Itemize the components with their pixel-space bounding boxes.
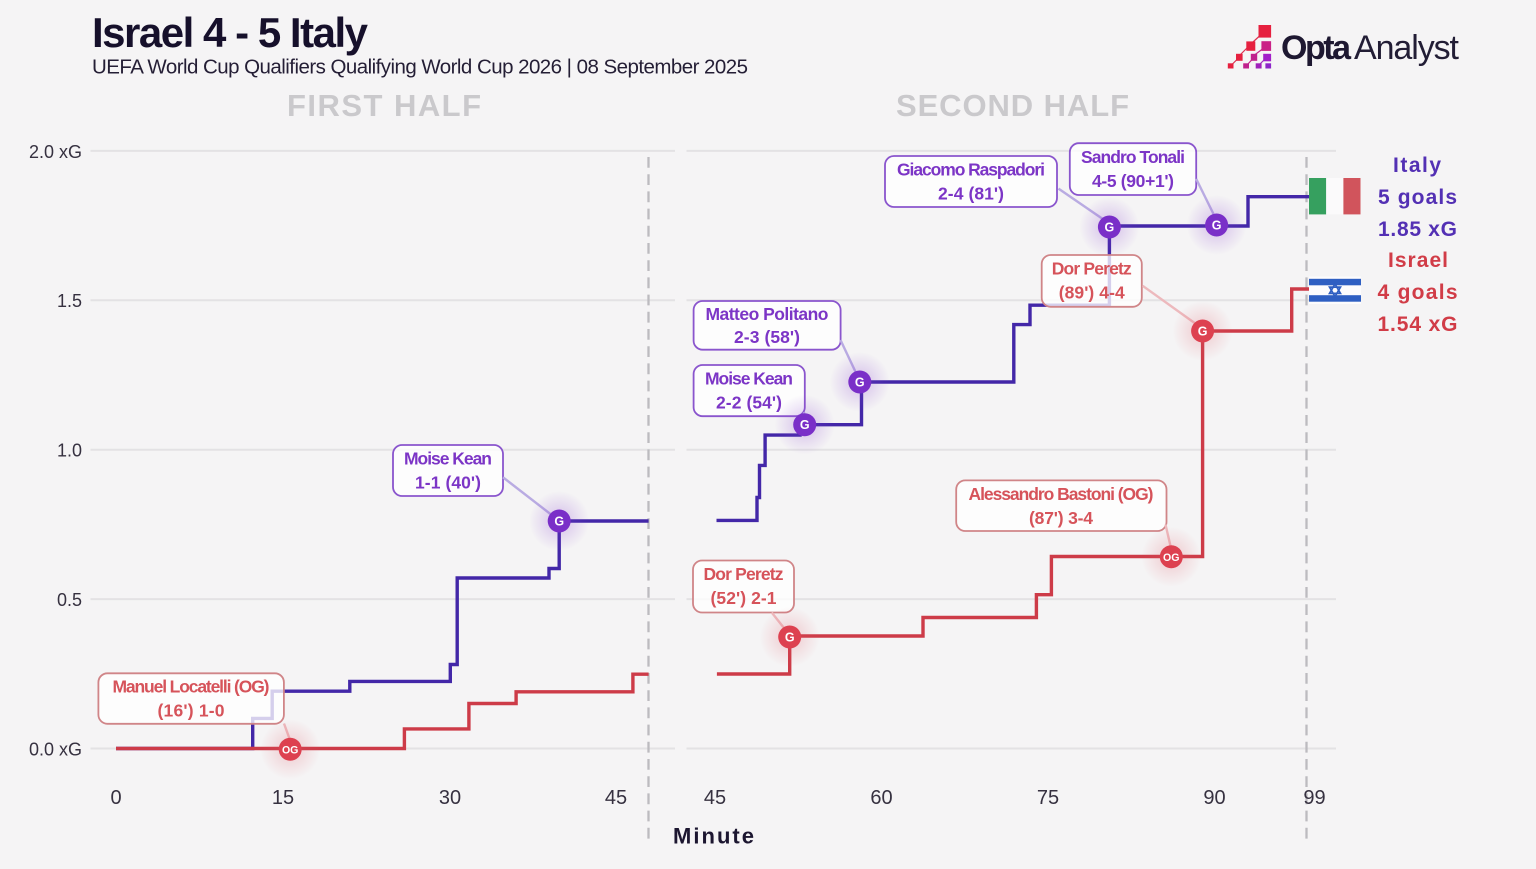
svg-text:15: 15 <box>272 787 294 809</box>
svg-text:(87') 3-4: (87') 3-4 <box>1029 508 1093 528</box>
svg-text:4 goals: 4 goals <box>1378 281 1458 304</box>
svg-text:G: G <box>1105 221 1115 235</box>
svg-text:1.85 xG: 1.85 xG <box>1378 218 1457 241</box>
svg-text:Opta: Opta <box>1281 29 1352 67</box>
svg-text:G: G <box>800 418 810 432</box>
svg-text:(52') 2-1: (52') 2-1 <box>711 588 777 608</box>
svg-text:4-5 (90+1'): 4-5 (90+1') <box>1092 171 1174 191</box>
svg-text:Dor Peretz: Dor Peretz <box>1052 259 1132 279</box>
svg-text:G: G <box>1212 219 1222 233</box>
svg-text:60: 60 <box>870 787 892 809</box>
svg-text:G: G <box>1198 325 1208 339</box>
svg-text:OG: OG <box>1163 552 1180 564</box>
svg-text:99: 99 <box>1303 787 1325 809</box>
svg-text:Israel 4 - 5 Italy: Israel 4 - 5 Italy <box>92 9 369 56</box>
svg-text:0: 0 <box>110 787 121 809</box>
svg-text:Giacomo Raspadori: Giacomo Raspadori <box>897 160 1045 180</box>
svg-text:Moise Kean: Moise Kean <box>404 449 492 469</box>
svg-text:90: 90 <box>1203 787 1225 809</box>
svg-text:0.5: 0.5 <box>57 590 82 610</box>
svg-text:Italy: Italy <box>1393 154 1441 177</box>
svg-text:G: G <box>855 376 865 390</box>
svg-text:2.0 xG: 2.0 xG <box>29 142 82 162</box>
svg-text:Israel: Israel <box>1388 249 1448 272</box>
svg-text:2-4 (81'): 2-4 (81') <box>938 184 1004 204</box>
svg-text:Analyst: Analyst <box>1354 29 1460 67</box>
svg-text:30: 30 <box>439 787 461 809</box>
svg-text:2-2 (54'): 2-2 (54') <box>716 393 782 413</box>
svg-text:G: G <box>785 631 795 645</box>
svg-text:Manuel Locatelli (OG): Manuel Locatelli (OG) <box>113 677 270 697</box>
svg-text:Alessandro Bastoni (OG): Alessandro Bastoni (OG) <box>969 484 1154 504</box>
svg-text:45: 45 <box>704 787 726 809</box>
svg-text:Sandro Tonali: Sandro Tonali <box>1081 147 1185 167</box>
svg-text:Dor Peretz: Dor Peretz <box>704 564 784 584</box>
svg-text:SECOND HALF: SECOND HALF <box>896 88 1129 123</box>
svg-text:(16') 1-0: (16') 1-0 <box>158 701 225 721</box>
svg-text:OG: OG <box>282 745 299 757</box>
svg-text:FIRST HALF: FIRST HALF <box>287 88 481 123</box>
svg-text:UEFA World Cup Qualifiers Qual: UEFA World Cup Qualifiers Qualifying Wor… <box>92 56 748 79</box>
svg-text:1.54 xG: 1.54 xG <box>1378 313 1458 336</box>
svg-text:1-1 (40'): 1-1 (40') <box>415 473 481 493</box>
svg-text:1.0: 1.0 <box>57 441 82 461</box>
svg-text:5 goals: 5 goals <box>1378 186 1457 209</box>
svg-text:45: 45 <box>605 787 627 809</box>
svg-text:0.0 xG: 0.0 xG <box>29 739 82 759</box>
svg-text:Minute: Minute <box>673 824 754 849</box>
svg-text:(89') 4-4: (89') 4-4 <box>1059 283 1125 303</box>
svg-text:G: G <box>554 515 564 529</box>
svg-text:1.5: 1.5 <box>57 291 82 311</box>
svg-text:Matteo Politano: Matteo Politano <box>706 304 829 324</box>
svg-text:2-3 (58'): 2-3 (58') <box>734 327 800 347</box>
svg-text:75: 75 <box>1037 787 1059 809</box>
svg-text:Moise Kean: Moise Kean <box>705 369 793 389</box>
